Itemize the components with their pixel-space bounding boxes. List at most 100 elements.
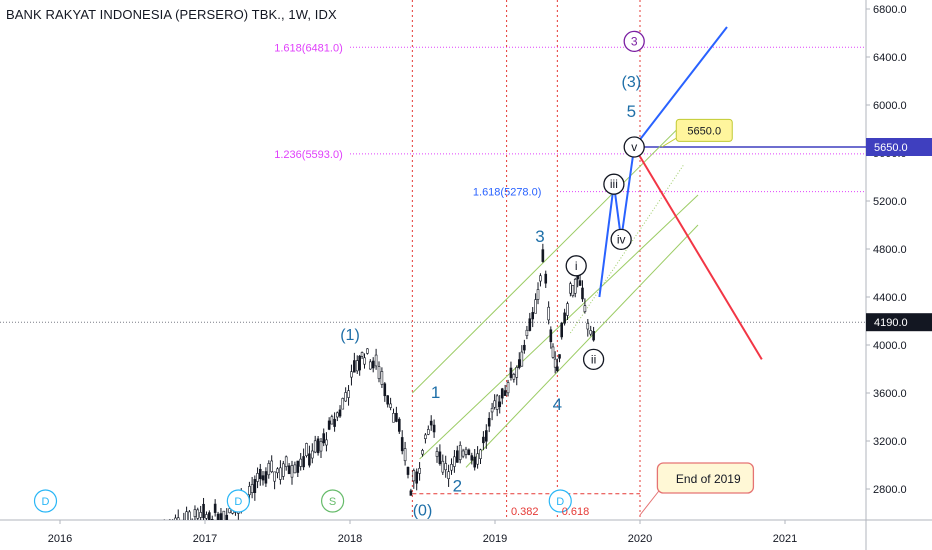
candle-body	[273, 471, 276, 482]
target-price-tag-text: 5650.0	[874, 142, 908, 154]
candle-body	[358, 355, 361, 371]
candle-body	[327, 420, 331, 430]
candle-body	[287, 465, 291, 475]
candle-body	[264, 471, 268, 484]
y-tick-label: 4400.0	[873, 292, 907, 304]
wave-circle-label: i	[575, 259, 578, 273]
wave-circle-label: iv	[617, 232, 626, 246]
candle-body	[174, 517, 177, 520]
candle-body	[302, 456, 305, 468]
wave-circle-label: ii	[591, 352, 596, 366]
x-tick-label: 2016	[48, 533, 72, 545]
candle-body	[225, 514, 229, 520]
candle-body	[191, 524, 193, 528]
candle-body	[528, 318, 532, 331]
time-fib-label: 0.618	[562, 506, 590, 518]
candle-body	[553, 358, 557, 368]
candle-body	[421, 450, 424, 455]
wave-circle	[623, 136, 645, 158]
candle-body	[183, 521, 185, 528]
callout-pointer	[639, 490, 660, 516]
candle-body	[400, 437, 404, 452]
candle-body	[517, 359, 521, 368]
candle-body	[213, 503, 217, 513]
fib-level-label: 1.618(5278.0)	[473, 187, 542, 199]
event-badge-label: S	[329, 496, 336, 508]
event-badge	[548, 489, 572, 513]
candle-body	[253, 479, 257, 494]
projected-correction-line	[633, 146, 763, 360]
callout-box	[656, 462, 755, 494]
event-badge-label: D	[556, 496, 564, 508]
x-tick-label: 2020	[628, 533, 652, 545]
candle-body	[571, 285, 575, 296]
candle-body	[185, 511, 188, 520]
candle-body	[199, 512, 202, 518]
candle-body	[333, 418, 336, 427]
time-fib-label: 0.382	[511, 506, 539, 518]
candle-body	[583, 305, 587, 312]
candle-body	[458, 445, 462, 460]
candle-body	[520, 351, 524, 367]
trend-channel-line	[465, 224, 699, 468]
candle-body	[313, 440, 317, 453]
candle-body	[305, 443, 308, 457]
candle-body	[310, 450, 314, 459]
y-tick-label: 6800.0	[873, 4, 907, 16]
wave-circle	[623, 30, 645, 53]
candle-body	[484, 430, 488, 442]
candle-body	[169, 524, 171, 535]
candle-body	[267, 463, 271, 476]
candle-body	[418, 468, 421, 474]
candle-body	[487, 417, 491, 427]
candle-body	[380, 371, 384, 385]
x-tick-label: 2019	[483, 533, 507, 545]
candle-body	[366, 348, 369, 354]
candle-body	[202, 503, 205, 519]
candle-body	[503, 390, 507, 396]
x-tick-label: 2018	[338, 533, 362, 545]
candle-body	[453, 456, 456, 467]
candle-body	[429, 420, 433, 426]
wave-circle	[610, 228, 632, 251]
candle-body	[386, 395, 390, 405]
callout-text: End of 2019	[676, 472, 741, 486]
candle-body	[172, 527, 174, 531]
wave-label: 2	[453, 476, 462, 495]
candle-body	[438, 451, 442, 465]
candle-body	[161, 523, 163, 533]
event-badge	[33, 489, 58, 513]
candle-body	[296, 460, 300, 473]
candle-body	[476, 453, 479, 465]
y-tick-label: 4800.0	[873, 244, 907, 256]
candle-body	[541, 249, 545, 262]
candle-body	[270, 460, 274, 472]
candle-body	[210, 519, 214, 520]
candle-body	[261, 475, 265, 481]
candle-body	[193, 509, 197, 517]
candle-body	[409, 490, 413, 496]
candle-body	[389, 403, 392, 408]
candle-body	[586, 322, 590, 330]
candle-body	[322, 433, 326, 444]
fib-level-label: 1.236(5593.0)	[274, 149, 343, 161]
last-price-tag	[866, 313, 932, 332]
x-tick-label: 2017	[193, 533, 217, 545]
wave-circle	[603, 173, 625, 195]
candle-body	[216, 513, 220, 520]
candle-body	[441, 460, 445, 473]
candle-body	[447, 471, 450, 479]
candle-body	[563, 312, 566, 324]
candle-body	[455, 450, 459, 463]
candle-body	[350, 371, 353, 378]
y-tick-label: 4000.0	[873, 340, 907, 352]
candle-body	[336, 412, 339, 418]
candle-body	[403, 448, 407, 462]
y-tick-label: 6000.0	[873, 100, 907, 112]
y-tick-label: 5200.0	[873, 196, 907, 208]
candle-body	[276, 468, 279, 474]
projected-wave-path	[598, 26, 728, 298]
candle-body	[196, 509, 200, 519]
